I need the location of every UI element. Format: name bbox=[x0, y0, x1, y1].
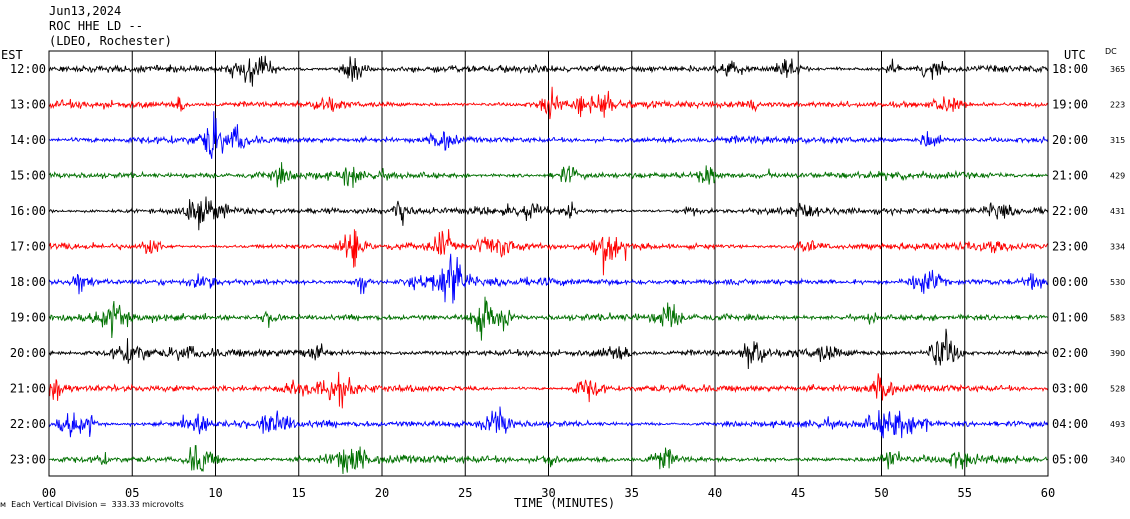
est-hour-label: 23:00 bbox=[10, 453, 46, 467]
x-tick-label: 05 bbox=[125, 486, 139, 500]
est-hour-label: 19:00 bbox=[10, 311, 46, 325]
utc-hour-label: 00:00 bbox=[1052, 275, 1088, 289]
est-hour-label: 13:00 bbox=[10, 98, 46, 112]
est-hour-label: 22:00 bbox=[10, 417, 46, 431]
x-tick-label: 35 bbox=[625, 486, 639, 500]
station-code: ROC HHE LD -- bbox=[49, 19, 143, 33]
trace-2100 bbox=[48, 371, 1049, 409]
vertical-grid bbox=[48, 51, 1049, 476]
utc-hour-label: 04:00 bbox=[1052, 417, 1088, 431]
est-hour-label: 16:00 bbox=[10, 204, 46, 218]
dc-offset-value: 528 bbox=[1110, 385, 1125, 394]
chart-date: Jun13,2024 bbox=[49, 4, 122, 18]
dc-header-label: DC bbox=[1105, 47, 1117, 56]
footer-scale-note: ᴍ Each Vertical Division = 333.33 microv… bbox=[0, 500, 184, 509]
plot-frame bbox=[48, 50, 1049, 477]
trace-1500 bbox=[48, 162, 1049, 188]
trace-1600 bbox=[48, 196, 1049, 231]
x-tick-label: 45 bbox=[791, 486, 805, 500]
dc-offset-value: 429 bbox=[1110, 172, 1125, 181]
dc-offset-value: 493 bbox=[1110, 420, 1125, 429]
x-tick-label: 00 bbox=[42, 486, 56, 500]
utc-hour-label: 19:00 bbox=[1052, 98, 1088, 112]
est-hour-label: 15:00 bbox=[10, 169, 46, 183]
utc-hour-label: 02:00 bbox=[1052, 346, 1088, 360]
x-tick-labels: 00 05 10 15 20 25 30 35 40 45 50 55 60 bbox=[42, 486, 1055, 500]
dc-offset-value: 530 bbox=[1110, 278, 1125, 287]
right-timezone-label: UTC bbox=[1064, 48, 1086, 62]
utc-hour-label: 03:00 bbox=[1052, 382, 1088, 396]
dc-offset-value: 431 bbox=[1110, 207, 1125, 216]
dc-offset-value: 365 bbox=[1110, 65, 1125, 74]
trace-2300 bbox=[48, 445, 1049, 475]
dc-offset-value: 390 bbox=[1110, 349, 1125, 358]
x-tick-label: 25 bbox=[458, 486, 472, 500]
x-axis-title: TIME (MINUTES) bbox=[514, 496, 616, 510]
trace-1900 bbox=[48, 296, 1049, 341]
x-tick-label: 20 bbox=[375, 486, 389, 500]
utc-hour-label: 05:00 bbox=[1052, 453, 1088, 467]
dc-offset-value: 315 bbox=[1110, 136, 1125, 145]
x-tick-label: 15 bbox=[292, 486, 306, 500]
trace-1300 bbox=[48, 86, 1049, 120]
est-hour-label: 12:00 bbox=[10, 62, 46, 76]
trace-1200 bbox=[48, 55, 1049, 87]
dc-offset-value: 583 bbox=[1110, 314, 1125, 323]
helicorder-traces bbox=[48, 55, 1049, 475]
trace-1800 bbox=[48, 253, 1049, 304]
trace-2000 bbox=[48, 328, 1049, 370]
utc-hour-label: 18:00 bbox=[1052, 62, 1088, 76]
x-tick-label: 55 bbox=[958, 486, 972, 500]
utc-hour-labels: 18:00 19:00 20:00 21:00 22:00 23:00 00:00 01:00… bbox=[1052, 62, 1088, 467]
utc-hour-label: 01:00 bbox=[1052, 311, 1088, 325]
dc-offset-value: 223 bbox=[1110, 101, 1125, 110]
x-tick-label: 40 bbox=[708, 486, 722, 500]
x-tick-label: 10 bbox=[208, 486, 222, 500]
x-tick-label: 30 bbox=[541, 486, 555, 500]
dc-offset-labels: 365 223 315 429 431 334 530 583 390 528 493 340 bbox=[1110, 65, 1125, 465]
network-name: (LDEO, Rochester) bbox=[49, 34, 172, 48]
est-hour-labels: 12:00 13:00 14:00 15:00 16:00 17:00 18:00 19:00… bbox=[10, 62, 46, 467]
est-hour-label: 18:00 bbox=[10, 275, 46, 289]
footer-mark: ᴍ bbox=[0, 500, 7, 509]
x-tick-label: 50 bbox=[874, 486, 888, 500]
x-tick-label: 60 bbox=[1041, 486, 1055, 500]
est-hour-label: 20:00 bbox=[10, 346, 46, 360]
est-hour-label: 17:00 bbox=[10, 240, 46, 254]
left-timezone-label: EST bbox=[1, 48, 23, 62]
utc-hour-label: 20:00 bbox=[1052, 133, 1088, 147]
est-hour-label: 14:00 bbox=[10, 133, 46, 147]
trace-1700 bbox=[48, 229, 1049, 276]
trace-1400 bbox=[48, 111, 1049, 159]
trace-2200 bbox=[48, 406, 1049, 439]
utc-hour-label: 22:00 bbox=[1052, 204, 1088, 218]
utc-hour-label: 23:00 bbox=[1052, 240, 1088, 254]
dc-offset-value: 334 bbox=[1110, 243, 1125, 252]
est-hour-label: 21:00 bbox=[10, 382, 46, 396]
dc-offset-value: 340 bbox=[1110, 456, 1125, 465]
footer-division-text: Each Vertical Division = 333.33 microvol… bbox=[11, 500, 184, 509]
utc-hour-label: 21:00 bbox=[1052, 169, 1088, 183]
